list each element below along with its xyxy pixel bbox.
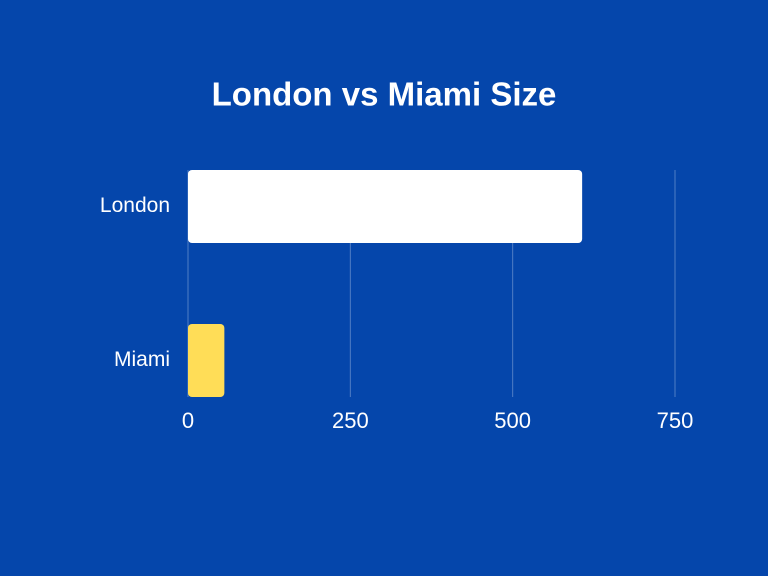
y-tick-label: Miami (114, 348, 170, 371)
x-tick-label: 250 (332, 408, 369, 433)
y-tick-label: London (100, 194, 170, 217)
x-tick-label: 750 (657, 408, 694, 433)
x-tick-label: 500 (494, 408, 531, 433)
bar (188, 324, 225, 397)
bar (188, 170, 583, 243)
x-tick-label: 0 (182, 408, 194, 433)
chart-title: London vs Miami Size (212, 76, 557, 113)
